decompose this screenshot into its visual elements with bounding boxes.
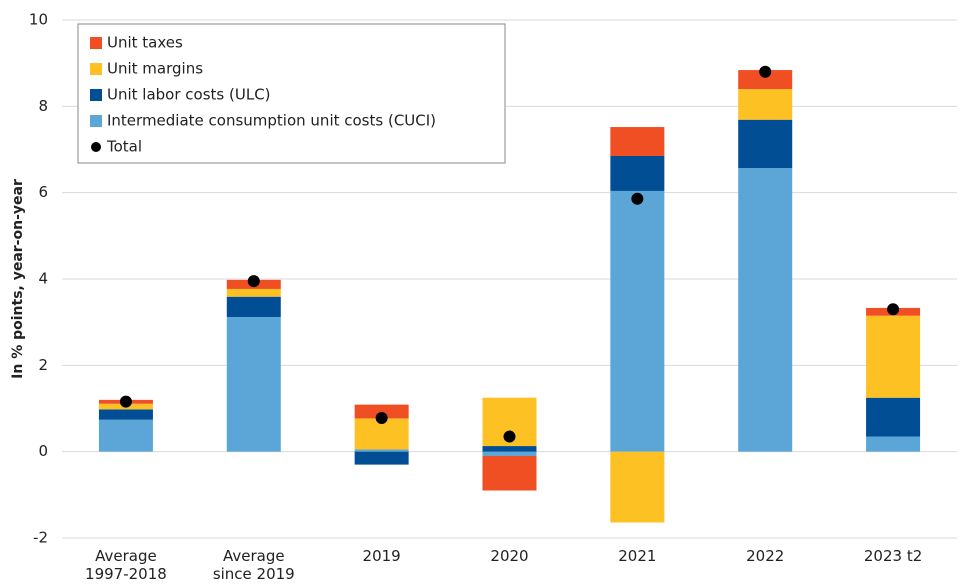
- bar-segment: [98, 419, 153, 452]
- bar-segment: [610, 451, 665, 523]
- y-tick-label: 0: [38, 442, 48, 460]
- bar-segment: [98, 409, 153, 420]
- bar-segment: [354, 404, 409, 419]
- legend-label: Unit labor costs (ULC): [107, 86, 271, 104]
- y-axis-label: In % points, year-on-year: [10, 179, 26, 379]
- total-dot: [247, 275, 260, 288]
- legend-swatch: [90, 63, 102, 75]
- legend-label: Intermediate consumption unit costs (CUC…: [107, 112, 436, 130]
- legend-swatch: [90, 89, 102, 101]
- total-dot: [375, 411, 388, 424]
- y-tick-label: 2: [38, 356, 48, 374]
- x-tick-label: 2022: [746, 547, 784, 565]
- y-tick-label: -2: [33, 529, 48, 547]
- bar-segment: [354, 451, 409, 465]
- bar-segment: [866, 397, 921, 437]
- legend-swatch: [90, 37, 102, 49]
- bar-segment: [866, 315, 921, 398]
- legend-label: Unit taxes: [107, 34, 183, 52]
- bar-segment: [482, 446, 537, 452]
- y-tick-label: 6: [38, 183, 48, 201]
- legend-label: Total: [106, 138, 142, 156]
- y-tick-label: 4: [38, 270, 48, 288]
- bar-segment: [226, 296, 281, 317]
- bar-segment: [610, 155, 665, 191]
- x-tick-label: Average 1997-2018: [85, 547, 167, 583]
- bar-segment: [866, 436, 921, 452]
- bar-segment: [354, 449, 409, 452]
- bar-segment: [482, 455, 537, 491]
- x-tick-label: 2020: [490, 547, 528, 565]
- x-tick-label: 2019: [363, 547, 401, 565]
- bar-segment: [738, 119, 793, 169]
- legend-label: Unit margins: [107, 60, 203, 78]
- total-dot: [887, 303, 900, 316]
- bar-segment: [226, 288, 281, 297]
- y-tick-label: 10: [29, 11, 48, 29]
- legend-swatch: [91, 142, 101, 152]
- bar-segment: [610, 190, 665, 452]
- bar-segment: [738, 89, 793, 120]
- bar-segment: [738, 70, 793, 90]
- bar-segment: [610, 127, 665, 156]
- legend: Unit taxes Unit margins Unit labor costs (…: [77, 23, 506, 164]
- legend-swatch: [90, 115, 102, 127]
- total-dot: [503, 430, 516, 443]
- total-dot: [759, 65, 772, 78]
- x-tick-label: 2021: [618, 547, 656, 565]
- legend-box: [77, 23, 506, 164]
- bar-segment: [482, 451, 537, 456]
- y-tick-label: 8: [38, 97, 48, 115]
- x-tick-label: Average since 2019: [213, 547, 295, 583]
- total-dot: [119, 395, 132, 408]
- total-dot: [631, 192, 644, 205]
- bar-segment: [738, 168, 793, 452]
- x-tick-label: 2023 t2: [864, 547, 922, 565]
- bar-segment: [226, 316, 281, 452]
